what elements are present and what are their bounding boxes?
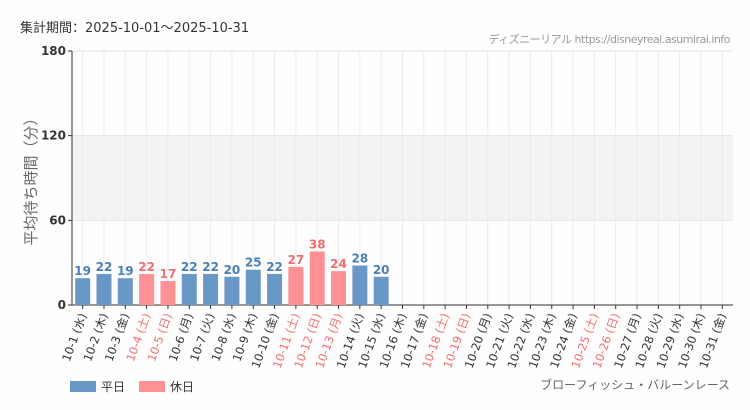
bar bbox=[75, 278, 91, 305]
data-label: 24 bbox=[330, 257, 347, 271]
bar bbox=[203, 273, 219, 305]
bar bbox=[267, 273, 283, 305]
bar bbox=[245, 269, 261, 305]
data-label: 22 bbox=[96, 260, 113, 274]
legend: 平日 休日 bbox=[70, 378, 194, 395]
y-axis-label: 平均待ち時間（分） bbox=[22, 110, 40, 245]
bar bbox=[160, 281, 176, 305]
bar bbox=[224, 276, 240, 305]
period-label: 集計期間：2025-10-01～2025-10-31 bbox=[20, 21, 250, 36]
data-label: 20 bbox=[373, 263, 390, 277]
data-label: 20 bbox=[224, 263, 241, 277]
legend-weekday[interactable]: 平日 bbox=[70, 378, 125, 395]
y-tick-label: 60 bbox=[49, 213, 66, 227]
data-label: 25 bbox=[245, 256, 262, 270]
y-tick-label: 180 bbox=[41, 44, 66, 58]
weekday-swatch bbox=[70, 381, 96, 392]
legend-weekday-label: 平日 bbox=[101, 380, 126, 394]
bar bbox=[373, 276, 389, 305]
bar bbox=[331, 271, 347, 305]
bar bbox=[352, 265, 368, 305]
y-tick-label: 120 bbox=[41, 129, 66, 143]
data-label: 22 bbox=[266, 260, 283, 274]
data-label: 27 bbox=[288, 253, 305, 267]
data-label: 19 bbox=[117, 264, 134, 278]
bar bbox=[96, 273, 112, 305]
bar bbox=[139, 273, 155, 305]
bar bbox=[117, 278, 133, 305]
data-label: 17 bbox=[160, 267, 177, 281]
attraction-name: ブローフィッシュ・バルーンレース bbox=[540, 378, 730, 392]
y-tick-label: 0 bbox=[58, 298, 66, 312]
data-label: 28 bbox=[352, 251, 369, 265]
data-label: 22 bbox=[138, 260, 155, 274]
bar bbox=[288, 266, 304, 305]
data-label: 38 bbox=[309, 237, 326, 251]
data-label: 22 bbox=[202, 260, 219, 274]
legend-holiday[interactable]: 休日 bbox=[139, 378, 194, 395]
data-label: 22 bbox=[181, 260, 198, 274]
data-label: 19 bbox=[74, 264, 91, 278]
site-credit: ディズニーリアル https://disneyreal.asumirai.inf… bbox=[488, 33, 730, 46]
bar bbox=[181, 273, 197, 305]
legend-holiday-label: 休日 bbox=[170, 380, 195, 394]
holiday-swatch bbox=[139, 381, 166, 392]
bar bbox=[309, 251, 325, 305]
